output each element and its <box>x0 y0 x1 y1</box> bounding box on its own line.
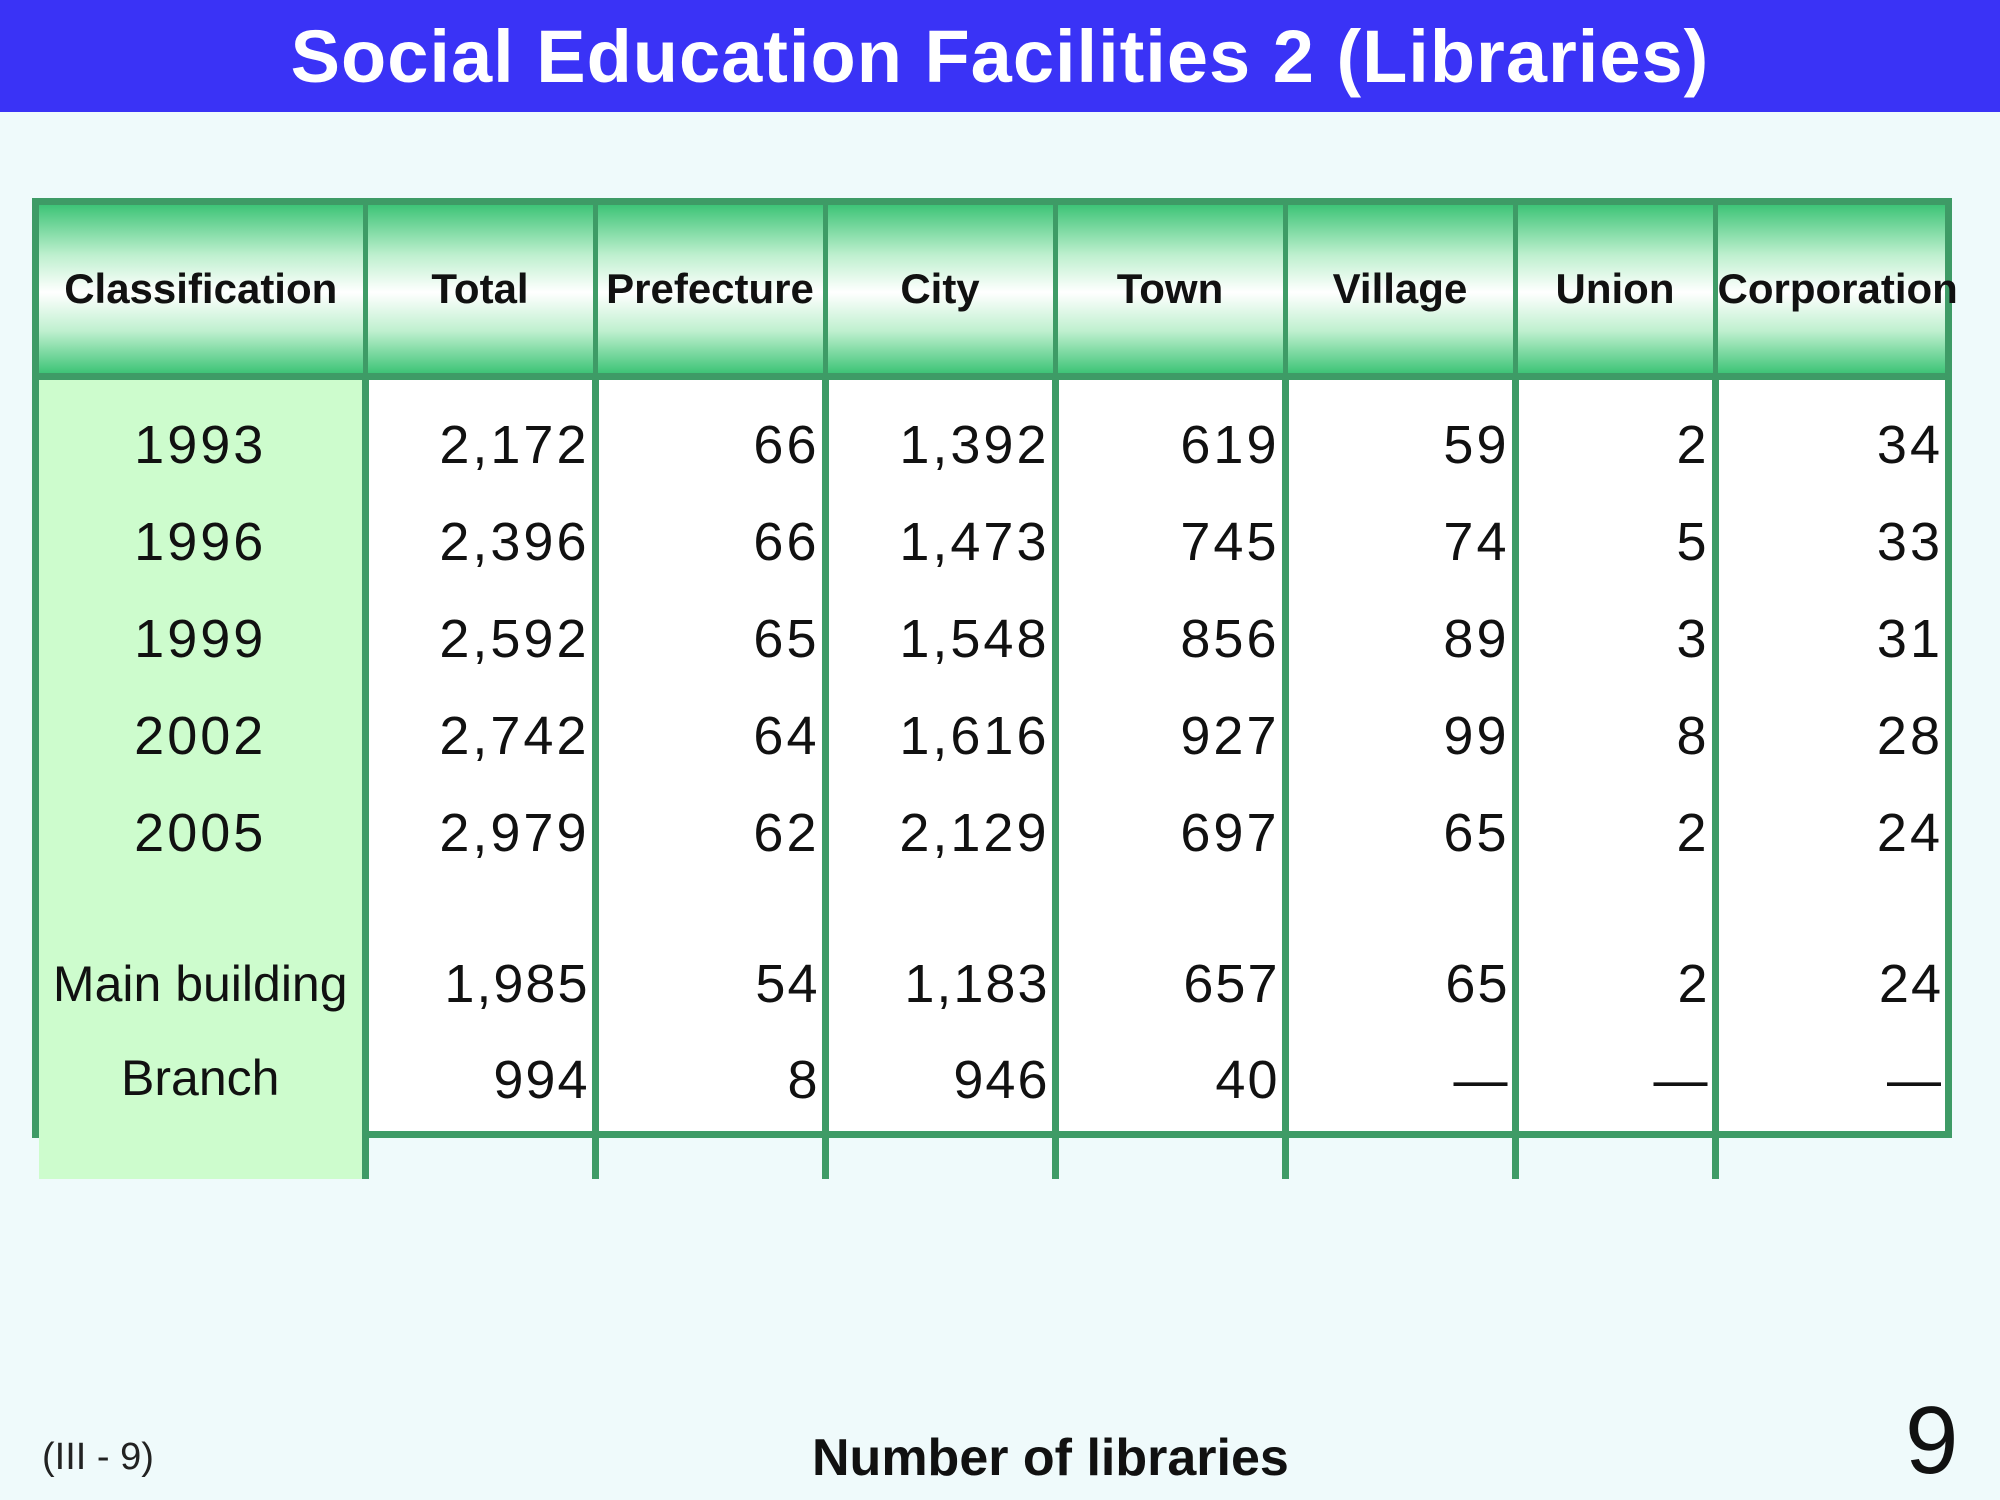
page-title: Social Education Facilities 2 (Libraries… <box>290 14 1710 98</box>
row-label: 1996 <box>39 493 365 590</box>
title-bar: Social Education Facilities 2 (Libraries… <box>0 0 2000 112</box>
cell-union: 5 <box>1511 493 1715 590</box>
header-classification: Classification <box>39 205 365 380</box>
header-corporation: Corporation <box>1712 205 1958 380</box>
table-row: 1999 2,592 65 1,548 856 89 3 31 <box>39 590 1945 687</box>
spacer-cell <box>1281 881 1515 929</box>
cell-city: 1,548 <box>821 590 1055 687</box>
cell-prefecture: 62 <box>591 784 825 881</box>
cell-town: 619 <box>1051 376 1285 493</box>
cell-total: 994 <box>361 1039 595 1179</box>
header-union: Union <box>1512 205 1715 380</box>
cell-city: 2,129 <box>821 784 1055 881</box>
cell-town: 657 <box>1051 929 1285 1039</box>
cell-town: 697 <box>1051 784 1285 881</box>
cell-village: — <box>1281 1039 1515 1179</box>
spacer-cell <box>39 881 365 929</box>
cell-prefecture: 8 <box>591 1039 825 1179</box>
cell-union: 3 <box>1511 590 1715 687</box>
cell-town: 927 <box>1051 687 1285 784</box>
spacer-cell <box>1051 881 1285 929</box>
cell-corporation: 24 <box>1711 929 1945 1039</box>
cell-union: 8 <box>1511 687 1715 784</box>
cell-village: 89 <box>1281 590 1515 687</box>
cell-city: 1,183 <box>821 929 1055 1039</box>
spacer-cell <box>591 881 825 929</box>
cell-prefecture: 54 <box>591 929 825 1039</box>
cell-village: 65 <box>1281 929 1515 1039</box>
cell-total: 2,592 <box>361 590 595 687</box>
spacer-row <box>39 881 1945 929</box>
table-header-row: Classification Total Prefecture City Tow… <box>39 205 1958 380</box>
cell-prefecture: 65 <box>591 590 825 687</box>
cell-prefecture: 66 <box>591 493 825 590</box>
cell-corporation: 24 <box>1711 784 1945 881</box>
row-label: 2005 <box>39 784 365 881</box>
header-village: Village <box>1282 205 1515 380</box>
header-town: Town <box>1052 205 1285 380</box>
spacer-cell <box>1711 881 1945 929</box>
table-row: Main building 1,985 54 1,183 657 65 2 24 <box>39 929 1945 1039</box>
cell-corporation: 28 <box>1711 687 1945 784</box>
cell-city: 1,392 <box>821 376 1055 493</box>
table-row: 1996 2,396 66 1,473 745 74 5 33 <box>39 493 1945 590</box>
row-label: 2002 <box>39 687 365 784</box>
spacer-cell <box>1511 881 1715 929</box>
header-prefecture: Prefecture <box>592 205 825 380</box>
header-city: City <box>822 205 1055 380</box>
cell-corporation: 33 <box>1711 493 1945 590</box>
cell-city: 1,473 <box>821 493 1055 590</box>
cell-town: 745 <box>1051 493 1285 590</box>
cell-city: 946 <box>821 1039 1055 1179</box>
cell-village: 74 <box>1281 493 1515 590</box>
table-row: 1993 2,172 66 1,392 619 59 2 34 <box>39 376 1945 493</box>
spacer-cell <box>361 881 595 929</box>
cell-corporation: — <box>1711 1039 1945 1179</box>
cell-total: 1,985 <box>361 929 595 1039</box>
row-label: Main building <box>39 929 365 1039</box>
spacer-cell <box>821 881 1055 929</box>
cell-corporation: 31 <box>1711 590 1945 687</box>
table-row: Branch 994 8 946 40 — — — <box>39 1039 1945 1179</box>
cell-prefecture: 66 <box>591 376 825 493</box>
page-number: 9 <box>1905 1387 1959 1494</box>
cell-village: 59 <box>1281 376 1515 493</box>
row-label: 1999 <box>39 590 365 687</box>
cell-total: 2,742 <box>361 687 595 784</box>
cell-town: 40 <box>1051 1039 1285 1179</box>
table-row: 2005 2,979 62 2,129 697 65 2 24 <box>39 784 1945 881</box>
cell-prefecture: 64 <box>591 687 825 784</box>
cell-village: 99 <box>1281 687 1515 784</box>
cell-city: 1,616 <box>821 687 1055 784</box>
cell-total: 2,979 <box>361 784 595 881</box>
cell-union: 2 <box>1511 784 1715 881</box>
row-label: Branch <box>39 1039 365 1179</box>
libraries-table-container: Classification Total Prefecture City Tow… <box>32 198 1958 1179</box>
cell-union: 2 <box>1511 376 1715 493</box>
cell-town: 856 <box>1051 590 1285 687</box>
cell-total: 2,396 <box>361 493 595 590</box>
libraries-table: Classification Total Prefecture City Tow… <box>39 205 1958 1179</box>
table-caption: Number of libraries <box>812 1429 1289 1487</box>
cell-total: 2,172 <box>361 376 595 493</box>
footer-code: (III - 9) <box>42 1436 154 1478</box>
cell-union: — <box>1511 1039 1715 1179</box>
cell-village: 65 <box>1281 784 1515 881</box>
header-total: Total <box>362 205 595 380</box>
cell-corporation: 34 <box>1711 376 1945 493</box>
row-label: 1993 <box>39 376 365 493</box>
table-row: 2002 2,742 64 1,616 927 99 8 28 <box>39 687 1945 784</box>
cell-union: 2 <box>1511 929 1715 1039</box>
